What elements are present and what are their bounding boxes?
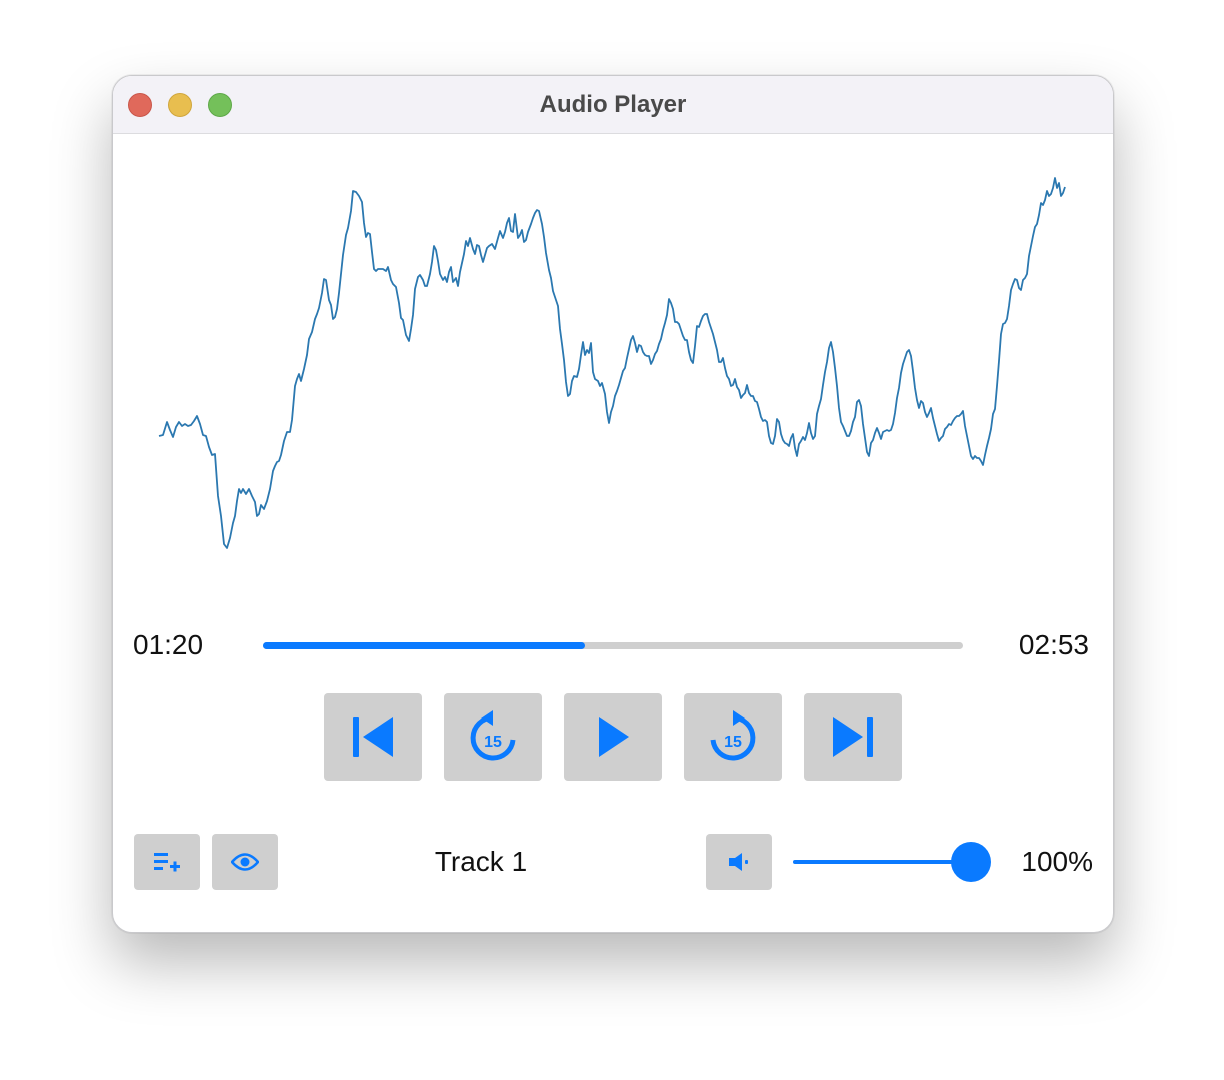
skip-previous-icon <box>353 717 393 757</box>
mute-button[interactable] <box>706 834 772 890</box>
total-time: 02:53 <box>1018 629 1089 660</box>
progress-fill <box>263 642 585 649</box>
title-bar: Audio Player <box>113 76 1113 134</box>
forward-seconds-label: 15 <box>724 734 742 751</box>
playlist-add-icon <box>154 853 180 872</box>
eye-icon <box>231 853 259 871</box>
forward-15-icon: 15 <box>710 710 756 761</box>
elapsed-time: 01:20 <box>133 629 204 660</box>
track-name: Track 1 <box>434 846 528 877</box>
volume-percentage: 100% <box>1021 846 1093 877</box>
maximize-window-button[interactable] <box>208 93 232 117</box>
window-title: Audio Player <box>539 91 687 118</box>
next-track-button[interactable] <box>804 693 902 781</box>
speaker-icon <box>729 853 748 871</box>
rewind-seconds-label: 15 <box>484 734 502 751</box>
rewind-15-button[interactable]: 15 <box>444 693 542 781</box>
waveform-line <box>158 177 1066 549</box>
skip-next-icon <box>833 717 873 757</box>
forward-15-button[interactable]: 15 <box>684 693 782 781</box>
add-to-playlist-button[interactable] <box>134 834 200 890</box>
audio-player-window: Audio Player 01:20 02:53 15 15 <box>112 75 1114 933</box>
play-button[interactable] <box>564 693 662 781</box>
play-icon <box>599 717 629 757</box>
volume-slider-knob[interactable] <box>951 842 991 882</box>
minimize-window-button[interactable] <box>168 93 192 117</box>
close-window-button[interactable] <box>128 93 152 117</box>
visibility-toggle-button[interactable] <box>212 834 278 890</box>
previous-track-button[interactable] <box>324 693 422 781</box>
waveform-graph <box>158 177 1066 549</box>
progress-slider[interactable] <box>263 642 963 649</box>
rewind-15-icon: 15 <box>470 710 516 761</box>
volume-slider-track[interactable] <box>793 860 973 864</box>
